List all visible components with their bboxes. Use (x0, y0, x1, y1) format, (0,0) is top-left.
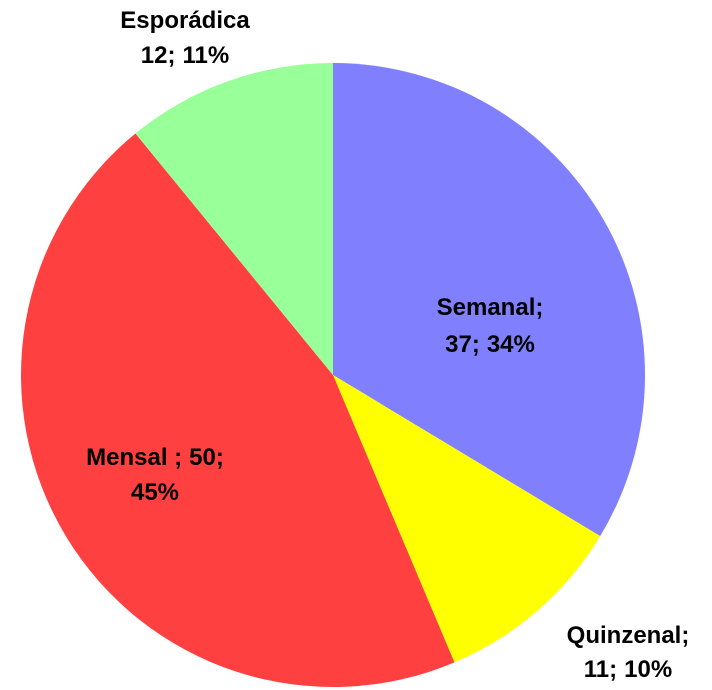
percent-label: 34% (487, 331, 535, 358)
value-label: 11; (584, 656, 617, 683)
percent-label: 45% (131, 479, 179, 506)
data-label: Mensal ; 50; 45% (86, 444, 224, 506)
category-label: Mensal ; (86, 444, 182, 471)
category-label: Esporádica (120, 7, 250, 34)
data-label: Esporádica 12; 11% (120, 7, 250, 69)
category-label: Quinzenal; (567, 622, 690, 649)
pie-slice (135, 63, 333, 375)
pie-slice (333, 375, 601, 663)
value-label: 12; (141, 42, 176, 69)
value-label: 50; (189, 444, 224, 471)
data-label: Quinzenal; 11; 10% (567, 622, 690, 683)
pie-slice (21, 133, 455, 687)
pie-slice (333, 63, 645, 537)
percent-label: 10% (624, 656, 672, 683)
category-label: Semanal; (437, 294, 544, 321)
percent-label: 11% (182, 42, 229, 69)
data-label: Semanal; 37; 34% (437, 294, 544, 358)
value-label: 37; (445, 331, 480, 358)
